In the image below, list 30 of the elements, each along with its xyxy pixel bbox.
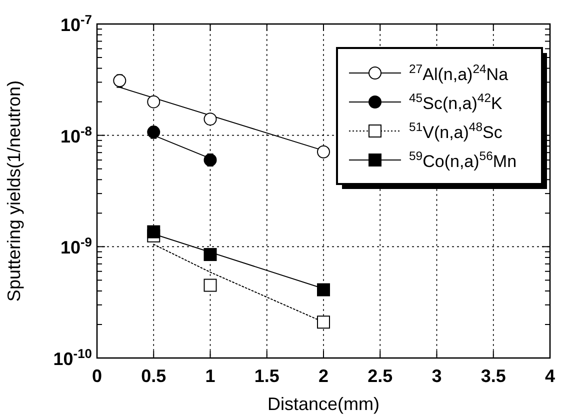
point: [317, 145, 330, 158]
x-tick-label: 4: [544, 366, 556, 386]
point: [204, 248, 217, 262]
x-tick-label: 3: [432, 366, 442, 386]
point: [147, 95, 160, 108]
x-tick-label: 0: [92, 366, 102, 386]
y-tick-label: 10$^{-9}$: [60, 234, 92, 258]
legend-label: $^{27}$Al(n,a)$^{24}$Na: [409, 62, 509, 84]
point: [204, 112, 217, 126]
point: [317, 316, 330, 329]
x-tick-label: 0.5: [141, 366, 166, 386]
x-tick-label: 2.5: [368, 366, 393, 386]
x-tick-label: 1.5: [254, 366, 280, 386]
point: [147, 126, 160, 139]
point: [147, 225, 160, 238]
y-axis-title: Sputtering yields(1/neutron): [4, 80, 24, 302]
x-tick-label: 3.5: [480, 366, 506, 386]
point: [204, 278, 217, 292]
legend-label: $^{45}$Sc(n,a)$^{42}$K: [409, 91, 504, 113]
point: [204, 154, 217, 167]
point: [113, 74, 126, 88]
y-tick-label: 10$^{-10}$: [53, 346, 92, 369]
x-axis-title: Distance(mm): [267, 394, 380, 414]
point: [317, 283, 330, 296]
y-tick-label: 10$^{-7}$: [60, 12, 92, 35]
legend-label: $^{59}$Co(n,a)$^{56}$Mn: [409, 149, 517, 171]
x-tick-label: 2: [318, 366, 329, 386]
legend-label: $^{51}$V(n,a)$^{48}$Sc: [409, 120, 503, 142]
x-tick-label: 1: [205, 366, 216, 386]
y-tick-label: 10$^{-8}$: [60, 122, 92, 146]
